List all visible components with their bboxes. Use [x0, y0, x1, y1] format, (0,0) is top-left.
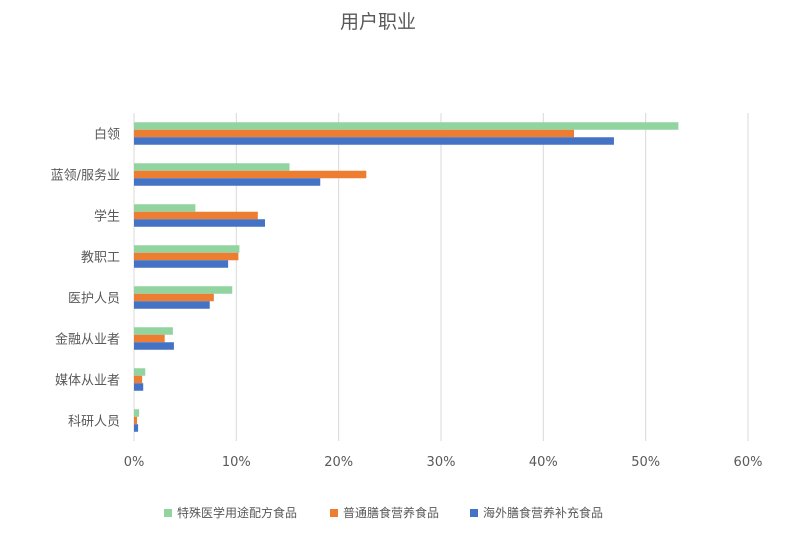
- bar: [134, 129, 575, 138]
- bar: [134, 170, 367, 179]
- bar: [134, 219, 265, 227]
- x-tick-label: 60%: [734, 455, 763, 470]
- legend-swatch: [470, 509, 478, 517]
- legend: 特殊医学用途配方食品 普通膳食营养食品 海外膳食营养补充食品: [164, 505, 603, 520]
- category-label: 医护人员: [68, 292, 120, 307]
- x-tick-label: 30%: [427, 455, 456, 470]
- legend-swatch: [164, 509, 172, 517]
- bar: [134, 260, 229, 268]
- bar: [134, 368, 146, 376]
- bar: [134, 137, 614, 145]
- category-label: 蓝领/服务业: [51, 168, 120, 184]
- bar: [134, 286, 233, 294]
- legend-swatch: [330, 509, 338, 517]
- bar: [134, 252, 239, 261]
- bar: [134, 293, 214, 302]
- chart-title: 用户职业: [340, 11, 416, 33]
- bar: [134, 211, 258, 220]
- category-label: 媒体从业者: [55, 374, 120, 389]
- x-tick-label: 40%: [529, 455, 558, 470]
- bar: [134, 204, 196, 212]
- category-label: 科研人员: [68, 415, 120, 430]
- category-label: 学生: [94, 209, 120, 225]
- bar: [134, 375, 143, 384]
- bar: [134, 416, 138, 425]
- bar: [134, 301, 210, 309]
- x-axis-tick-labels: 0% 10% 20% 30% 40% 50% 60%: [124, 455, 763, 470]
- bar: [134, 245, 240, 253]
- legend-label: 普通膳食营养食品: [343, 505, 439, 520]
- bar: [134, 327, 173, 335]
- x-tick-label: 10%: [222, 455, 251, 470]
- legend-label: 特殊医学用途配方食品: [177, 505, 297, 520]
- category-label: 教职工: [81, 250, 120, 266]
- bars: [134, 122, 679, 432]
- bar: [134, 409, 140, 417]
- bar: [134, 383, 144, 391]
- category-label: 金融从业者: [55, 332, 120, 348]
- x-tick-label: 0%: [124, 455, 145, 470]
- bar: [134, 342, 174, 350]
- category-label: 白领: [94, 127, 120, 143]
- x-tick-label: 20%: [324, 455, 353, 470]
- bar: [134, 122, 679, 130]
- bar: [134, 163, 290, 171]
- gridlines: [133, 113, 749, 441]
- legend-label: 海外膳食营养补充食品: [483, 505, 603, 520]
- bar: [134, 424, 139, 432]
- x-tick-label: 50%: [631, 455, 660, 470]
- bar: [134, 334, 165, 343]
- bar: [134, 178, 321, 186]
